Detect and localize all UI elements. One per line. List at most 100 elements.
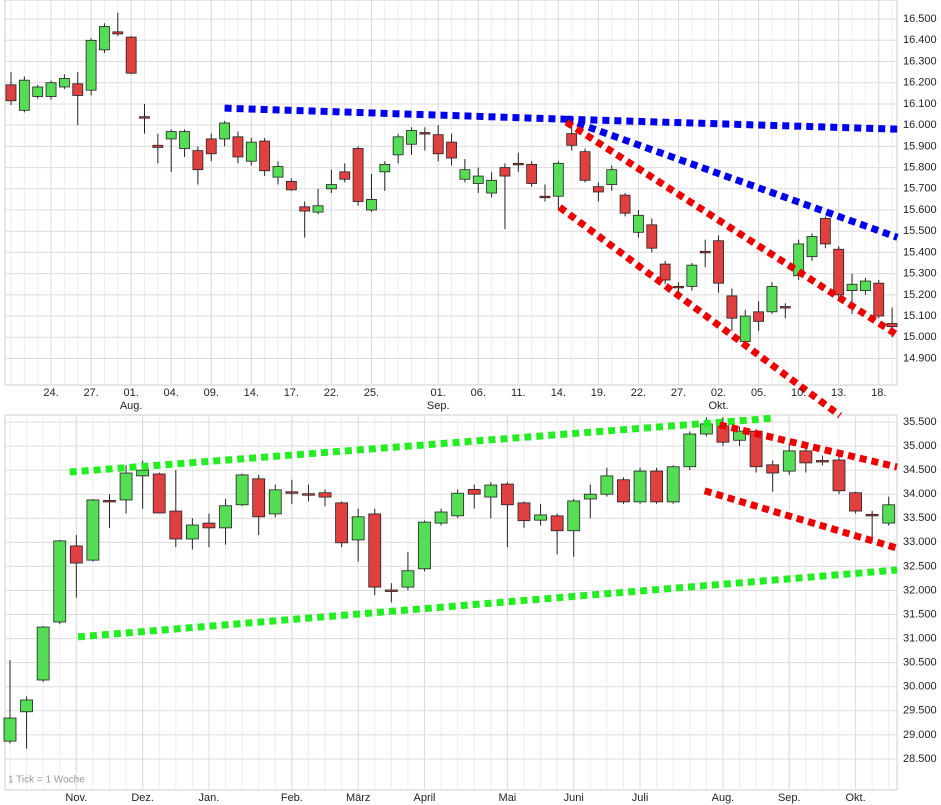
trend-line [564, 119, 900, 339]
y-tick-label: 32.000 [903, 584, 937, 596]
candle-body [882, 504, 896, 524]
candle-body [401, 570, 415, 588]
candle-body [484, 484, 498, 498]
candle-body [832, 459, 846, 492]
candle-body [713, 240, 724, 284]
y-tick-label: 16.500 [903, 13, 937, 25]
candle-body [165, 131, 177, 140]
candle-body [782, 450, 796, 472]
candle-body [139, 116, 150, 119]
x-tick-label: Juni [564, 792, 584, 804]
candle-body [312, 205, 324, 213]
y-tick-label: 15.100 [903, 310, 937, 322]
y-tick-label: 14.900 [903, 352, 937, 364]
candle-body [368, 513, 382, 588]
candle-body [683, 433, 697, 468]
x-tick-label: Juli [632, 792, 649, 804]
candle-body [268, 489, 282, 515]
candle-body [552, 162, 564, 197]
x-tick-label: 18. [871, 387, 886, 399]
candle-body [526, 163, 538, 184]
candle-body [252, 478, 266, 518]
x-tick-label: 04. [164, 387, 179, 399]
candle-body [726, 295, 738, 319]
y-tick-label: 16.100 [903, 98, 937, 110]
trend-line [77, 566, 898, 641]
candle-body [418, 521, 431, 570]
y-tick-label: 15.700 [903, 183, 937, 195]
candle-body [69, 545, 83, 564]
x-tick-label: 10. [791, 387, 806, 399]
y-tick-label: 35.500 [903, 416, 937, 428]
y-tick-label: 33.000 [903, 536, 937, 548]
candle-body [517, 502, 531, 522]
x-tick-label: Aug. [712, 792, 735, 804]
y-tick-label: 34.000 [903, 488, 937, 500]
candle-body [185, 524, 199, 540]
candle-body [673, 285, 684, 289]
candle-body [646, 224, 658, 249]
candle-body [205, 138, 217, 155]
candle-body [32, 86, 44, 97]
candle-body [219, 122, 231, 140]
candle-body [18, 79, 30, 111]
candle-body [245, 141, 257, 162]
candle-body [285, 491, 299, 494]
candle-body [335, 502, 349, 544]
x-tick-label: 13. [831, 387, 846, 399]
candle-body [272, 166, 284, 178]
candle-body [451, 492, 465, 517]
candle-body [650, 470, 664, 503]
x-tick-label: 09. [204, 387, 219, 399]
candle-body [339, 171, 351, 180]
candle-body [459, 169, 471, 180]
candle-body [103, 500, 116, 503]
candle-body [567, 500, 581, 532]
candle-body [865, 514, 879, 517]
candle-body [325, 184, 337, 190]
candle-body [302, 493, 315, 496]
candle-body [600, 475, 614, 495]
candle-body [406, 130, 417, 145]
candle-body [873, 282, 885, 317]
x-tick-label: Sep. [778, 792, 801, 804]
candle-body [232, 136, 244, 158]
candle-body [819, 218, 831, 245]
trend-line [566, 115, 898, 133]
candle-body [860, 280, 871, 292]
x-tick-label: 24. [43, 387, 58, 399]
candle-body [619, 194, 631, 214]
y-tick-label: 15.300 [903, 268, 937, 280]
month-label: Okt. [708, 400, 728, 412]
candle-body [539, 195, 551, 199]
x-tick-label: 06. [471, 387, 486, 399]
candle-body [666, 466, 680, 503]
x-tick-label: April [413, 792, 435, 804]
candle-body [219, 505, 232, 529]
candle-body [472, 175, 484, 184]
candle-body [766, 285, 778, 313]
candle-body [152, 473, 166, 514]
x-tick-label: 17. [284, 387, 299, 399]
y-tick-label: 35.000 [903, 440, 937, 452]
candle-body [53, 540, 67, 623]
x-tick-label: Dez. [131, 792, 154, 804]
candle-body [99, 26, 110, 51]
candle-body [419, 132, 431, 135]
candle-body [59, 78, 70, 88]
candle-body [739, 315, 751, 342]
y-tick-label: 16.200 [903, 77, 937, 89]
y-tick-label: 15.800 [903, 161, 937, 173]
candle-body [550, 515, 564, 532]
x-tick-label: Mai [499, 792, 517, 804]
x-tick-label: Nov. [65, 792, 87, 804]
candle-body [583, 493, 597, 500]
candle-body [846, 283, 858, 292]
candle-body [85, 39, 97, 91]
candle-body [259, 140, 271, 172]
y-tick-label: 15.900 [903, 140, 937, 152]
y-tick-label: 30.500 [903, 657, 937, 669]
x-tick-label: 22. [324, 387, 339, 399]
y-tick-label: 15.600 [903, 204, 937, 216]
y-tick-label: 31.000 [903, 633, 937, 645]
